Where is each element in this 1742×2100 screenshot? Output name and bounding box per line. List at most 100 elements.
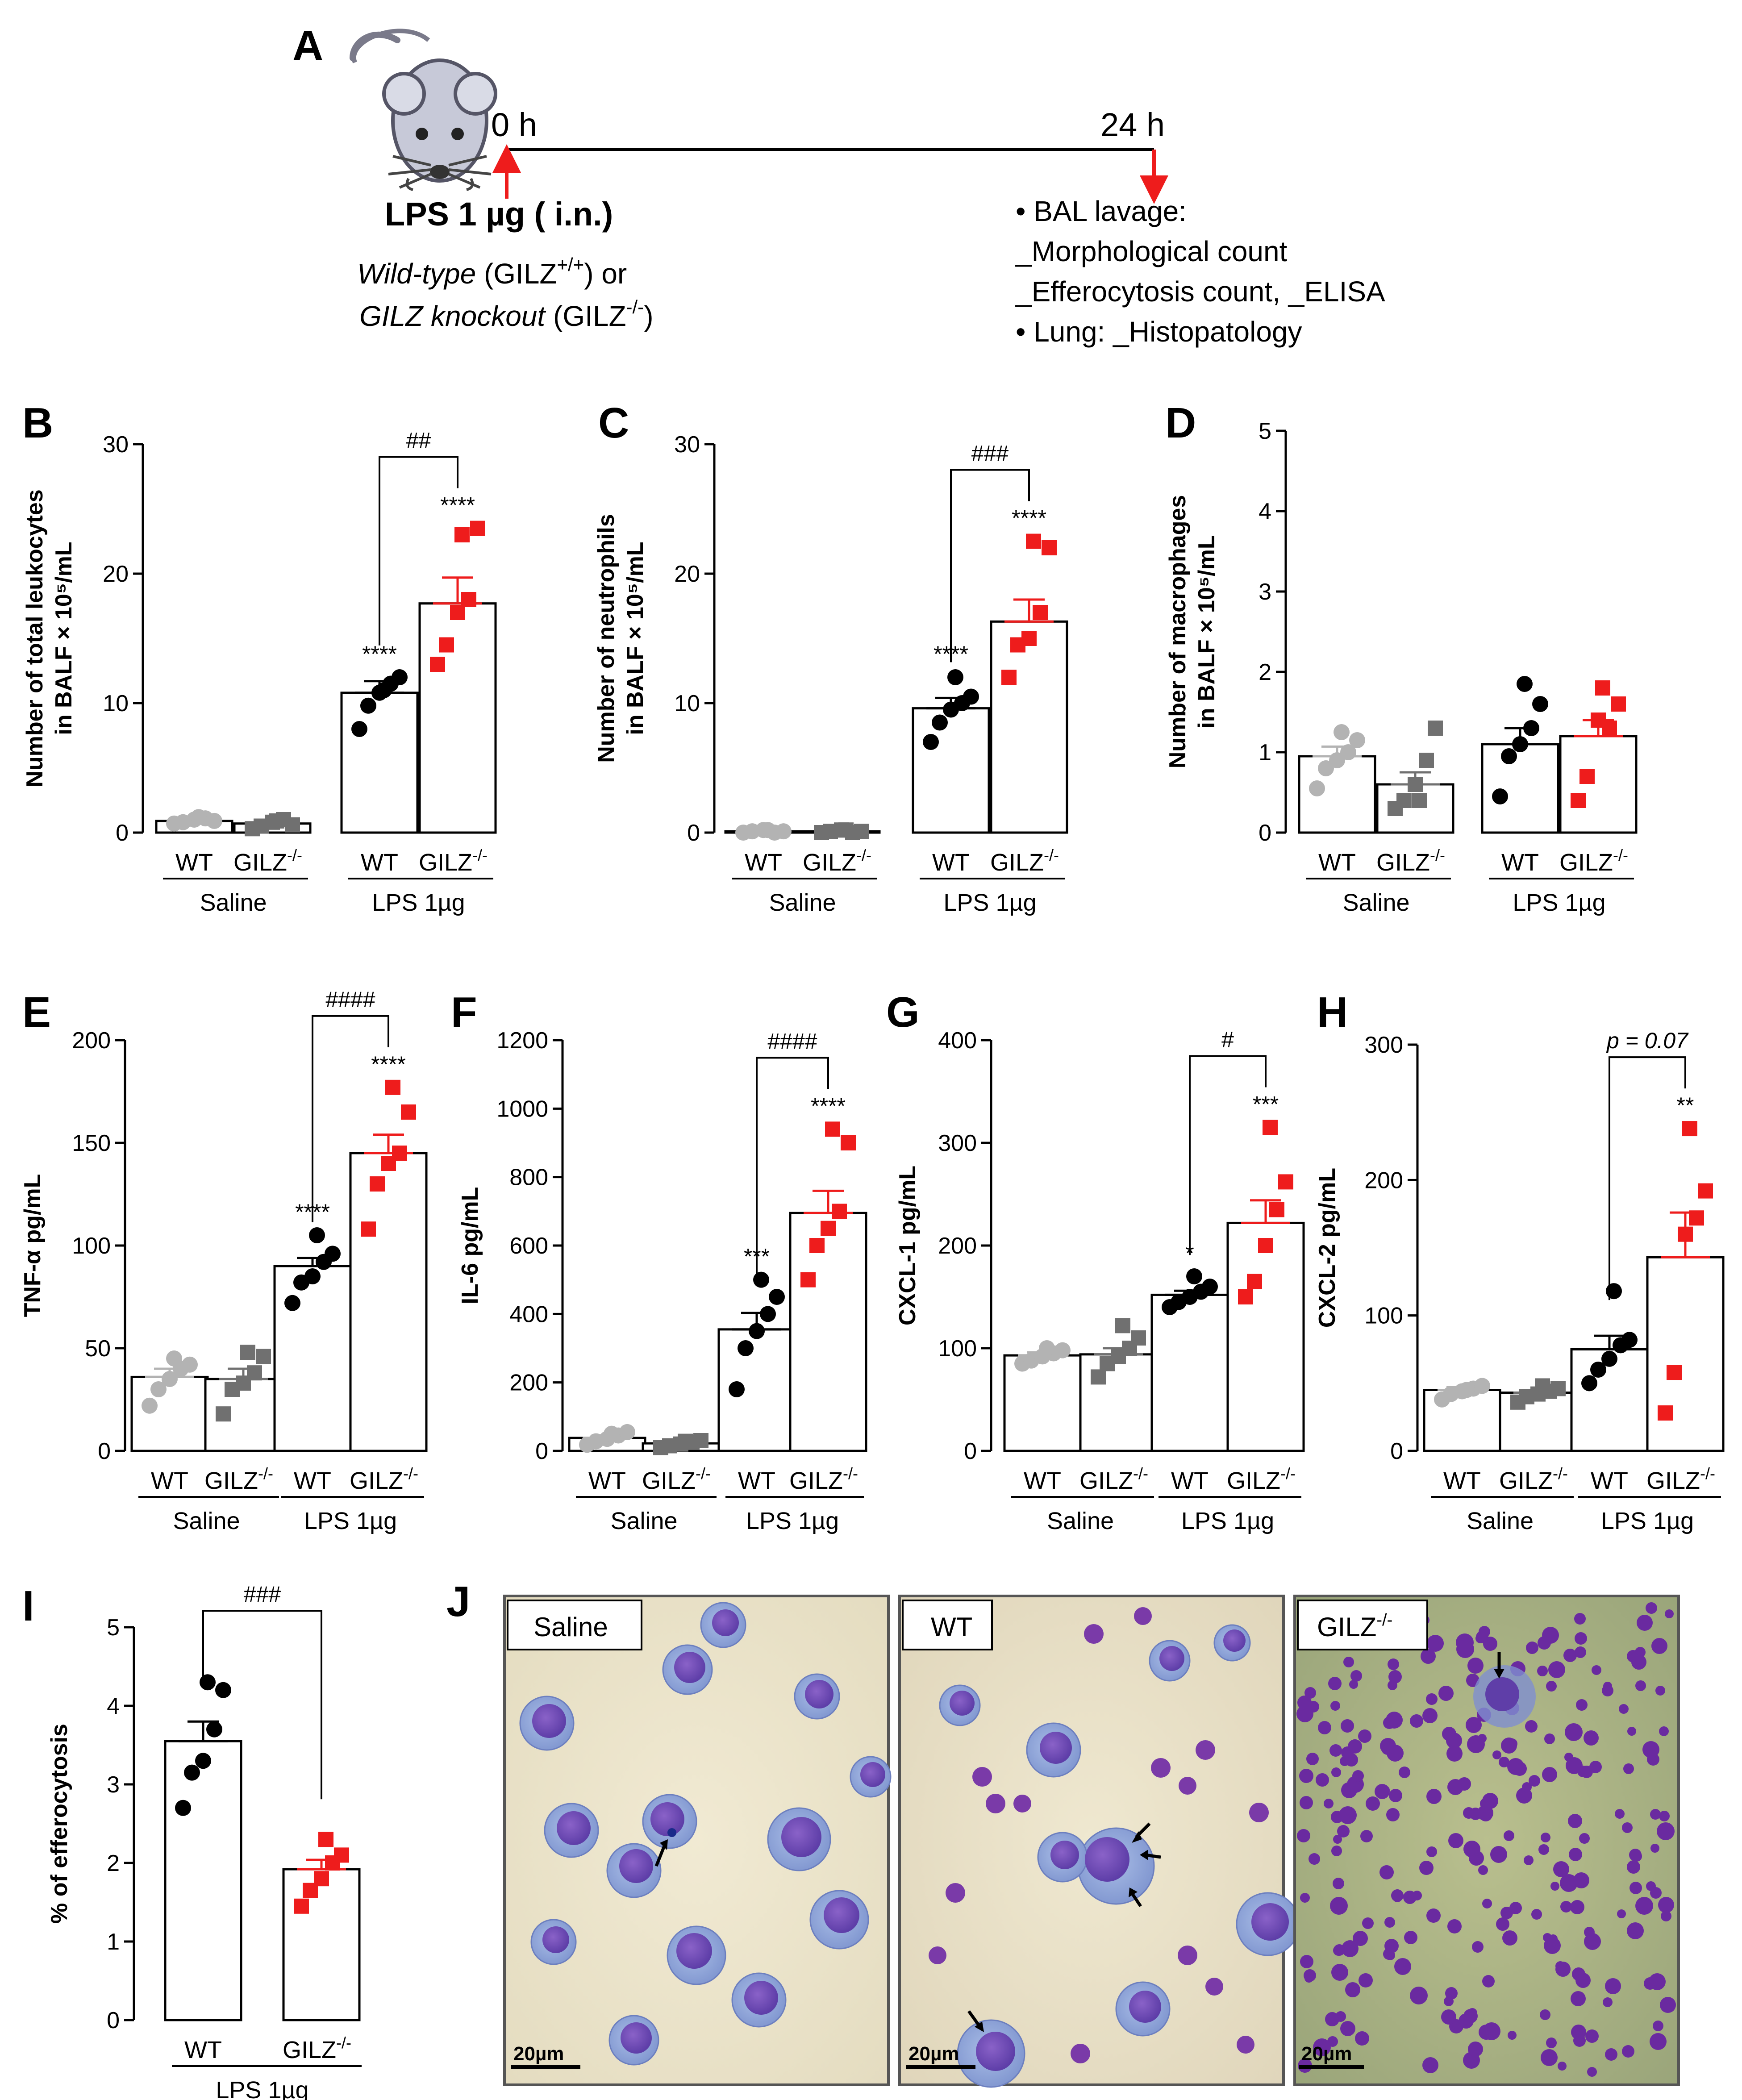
neutrophil-cell	[1456, 1633, 1474, 1651]
neutrophil-cell	[1386, 1808, 1400, 1821]
neutrophil-cell	[1467, 1658, 1484, 1674]
y-tick-label: 5	[1259, 418, 1271, 444]
panel-letter-h: H	[1317, 988, 1348, 1036]
neutrophil-cell	[1542, 1767, 1557, 1782]
x-category-label: WT	[745, 849, 782, 876]
micrograph-label-saline: Saline	[533, 1612, 608, 1642]
neutrophil-cell	[1306, 1753, 1319, 1765]
micrograph-label-gilz-sup: -/-	[1376, 1611, 1392, 1629]
y-tick-label: 0	[107, 2008, 120, 2033]
data-point	[430, 657, 445, 672]
neutrophil-cell	[1646, 1881, 1656, 1891]
bar	[1646, 1256, 1725, 1452]
neutrophil-cell	[1563, 1649, 1577, 1662]
data-point	[838, 822, 854, 838]
data-point	[1621, 1332, 1638, 1348]
neutrophil-cell	[1333, 1878, 1344, 1889]
x-category-sup: -/-	[696, 1464, 711, 1483]
data-point	[825, 1121, 840, 1137]
neutrophil-cell	[1546, 1681, 1557, 1692]
data-point	[749, 1323, 765, 1339]
lps-treatment-label: LPS 1 µg ( i.n.)	[385, 196, 613, 233]
neutrophil-cell	[1358, 1729, 1371, 1743]
y-axis-label-line1: Number of neutrophils	[593, 514, 619, 763]
neutrophil-cell	[1392, 1892, 1402, 1902]
neutrophil-cell	[1646, 1602, 1657, 1614]
neutrophil-cell	[1441, 2009, 1456, 2025]
data-point	[392, 669, 408, 685]
neutrophil-cell	[1492, 1750, 1501, 1759]
data-point	[1263, 1120, 1278, 1135]
y-tick-label: 10	[103, 691, 129, 717]
neutrophil-cell	[1635, 1897, 1653, 1915]
neutrophil-cell	[1553, 1861, 1569, 1877]
data-point	[1517, 676, 1533, 692]
neutrophil-cell	[1394, 1958, 1411, 1975]
panel-letter-b: B	[22, 399, 53, 447]
neutrophil-cell	[1507, 1758, 1524, 1775]
neutrophil-cell	[1410, 1714, 1423, 1728]
neutrophil-cell	[1469, 1850, 1484, 1866]
ko-italic: GILZ knockout	[359, 300, 546, 332]
data-point	[206, 812, 222, 829]
chart-c: C 0 10 20 30 Number of neutrophils in BALF × 1…	[593, 399, 1068, 916]
y-tick-label: 0	[687, 820, 700, 846]
scale-label-wt: 20µm	[909, 2043, 959, 2065]
neutrophil-cell	[1627, 1727, 1636, 1736]
x-category-main: GILZ	[419, 849, 472, 876]
data-point	[1474, 1378, 1490, 1394]
neutrophil-cell	[1334, 1944, 1345, 1956]
data-point	[361, 1221, 376, 1237]
data-point	[318, 1832, 333, 1847]
neutrophil-cell	[1490, 1846, 1507, 1863]
x-category-sup: -/-	[1133, 1464, 1148, 1483]
data-point	[470, 521, 485, 536]
comparison-bracket	[312, 1015, 389, 1222]
data-point	[247, 1365, 262, 1381]
data-point	[304, 1268, 321, 1284]
neutrophil-cell	[1650, 2033, 1667, 2050]
x-category-sup: -/-	[856, 846, 871, 864]
x-category-main: GILZ	[283, 2037, 336, 2063]
data-point	[206, 1721, 222, 1738]
neutrophil-cell	[1522, 1782, 1532, 1792]
neutrophil-cell	[1546, 2038, 1557, 2048]
group-label-saline: Saline	[200, 889, 267, 916]
neutrophil-cell	[1655, 1686, 1665, 1696]
x-category-label: WT	[932, 849, 970, 876]
x-category-label: GILZ-/-	[1079, 1464, 1148, 1494]
x-category-main: GILZ	[1646, 1467, 1700, 1494]
y-tick-label: 0	[964, 1438, 977, 1464]
data-point	[1340, 744, 1356, 760]
y-axis-label-line2: in BALF × 10⁵/mL	[1194, 535, 1220, 728]
neutrophil-cell	[1571, 1991, 1586, 2006]
data-point	[947, 669, 963, 685]
data-point	[1033, 605, 1048, 620]
data-point	[738, 1340, 754, 1356]
neutrophil-cell	[1541, 2049, 1558, 2066]
data-point	[360, 697, 376, 714]
protocol-bullet-1: • BAL lavage:	[1016, 195, 1187, 227]
neutrophil-cell	[1352, 1770, 1364, 1782]
data-point	[1329, 752, 1345, 768]
data-point	[821, 1221, 836, 1236]
neutrophil-cell	[1540, 2009, 1550, 2020]
x-category-label: GILZ-/-	[990, 846, 1059, 876]
x-category-main: GILZ	[350, 1467, 403, 1494]
y-tick-label: 1	[1259, 740, 1271, 766]
data-point	[1247, 1274, 1262, 1289]
neutrophil-cell	[1379, 1865, 1394, 1879]
x-category-sup: -/-	[843, 1464, 858, 1483]
data-point	[1689, 1210, 1704, 1226]
group-label-lps: LPS 1µg	[216, 2077, 308, 2100]
neutrophil-cell	[1327, 2036, 1338, 2047]
group-label-lps: LPS 1µg	[304, 1508, 397, 1534]
data-point	[1419, 753, 1434, 768]
y-tick-label: 0	[116, 820, 129, 846]
data-point	[184, 1764, 200, 1781]
neutrophil-cell	[1499, 1757, 1509, 1767]
data-point	[309, 1227, 325, 1243]
data-point	[385, 1079, 400, 1095]
data-point	[1611, 696, 1626, 712]
